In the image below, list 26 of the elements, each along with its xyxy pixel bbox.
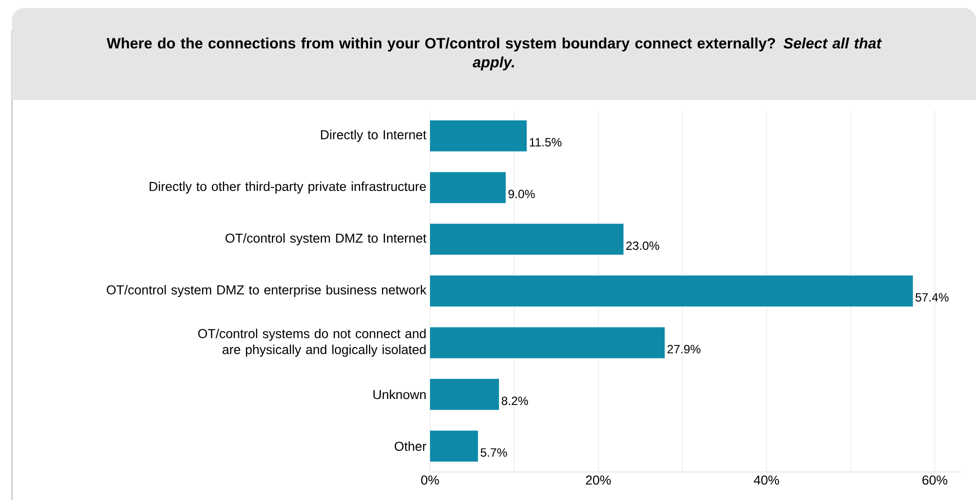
bar — [430, 275, 913, 306]
y-tick-label: Other — [394, 441, 426, 451]
bar — [430, 378, 499, 410]
data-label: 11.5% — [530, 138, 562, 146]
y-tick-label: OT/control systems do not connect and are physically and logically isolated — [198, 328, 426, 357]
data-label: 5.7% — [480, 448, 507, 457]
bar — [430, 224, 624, 255]
data-label: 23.0% — [626, 241, 660, 250]
data-label: 8.2% — [502, 396, 528, 406]
y-tick-label: Directly to other third-party private infrastructure — [150, 182, 426, 194]
x-tick-label: 20% — [586, 476, 611, 485]
data-label: 9.0% — [508, 190, 535, 198]
bar — [430, 120, 527, 152]
chart-title: Where do the connections from within your OT/control system boundary connect externally? Select all that apply. — [106, 38, 882, 70]
x-tick-label: 60% — [922, 476, 948, 485]
x-tick-label: 40% — [754, 476, 780, 485]
x-tick-label: 0% — [421, 476, 439, 485]
data-label: 57.4% — [916, 293, 949, 302]
y-tick-label: Directly to Internet — [321, 130, 426, 142]
bar — [430, 172, 506, 204]
y-tick-label: OT/control system DMZ to enterprise business network — [106, 284, 426, 298]
data-label: 27.9% — [668, 344, 700, 354]
bar — [430, 327, 665, 358]
y-tick-label: OT/control system DMZ to Internet — [226, 233, 426, 246]
bar — [430, 430, 478, 462]
y-tick-label: Unknown — [373, 390, 426, 400]
